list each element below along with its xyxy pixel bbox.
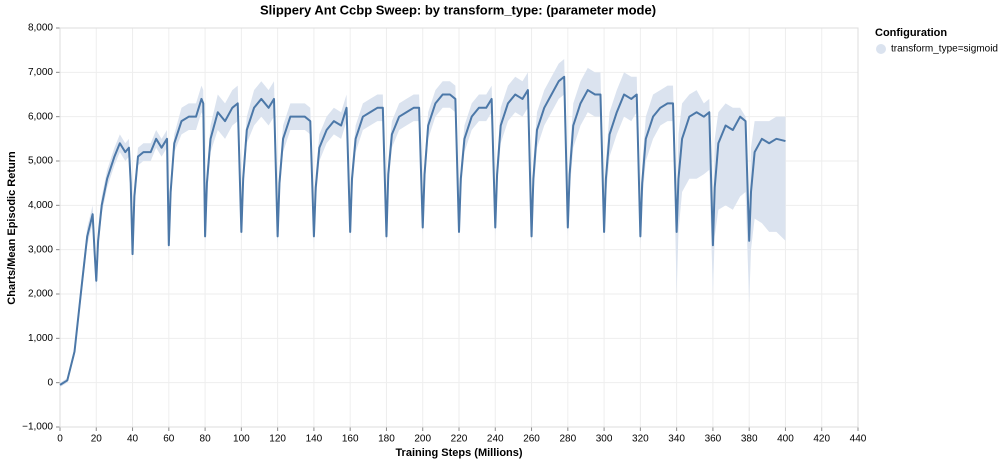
chart-title: Slippery Ant Ccbp Sweep: by transform_ty… [260,2,656,17]
x-tick-label: 400 [777,434,794,445]
y-tick-label: 4,000 [28,200,53,211]
y-tick-label: 3,000 [28,244,53,255]
x-axis-title: Training Steps (Millions) [395,447,522,459]
x-tick-label: 420 [813,434,830,445]
x-tick-label: 220 [451,434,468,445]
y-tick-label: 5,000 [28,156,53,167]
x-tick-label: 200 [414,434,431,445]
y-tick-label: −1,000 [22,422,53,433]
x-tick-label: 280 [559,434,576,445]
x-tick-label: 320 [632,434,649,445]
mean-line [59,75,786,386]
x-tick-label: 180 [378,434,395,445]
x-tick-label: 80 [200,434,212,445]
x-tick-label: 260 [523,434,540,445]
x-tick-label: 20 [91,434,103,445]
y-tick-label: 0 [47,377,53,388]
x-tick-label: 40 [127,434,139,445]
legend-title: Configuration [875,27,947,39]
x-tick-label: 160 [342,434,359,445]
y-axis-title: Charts/Mean Episodic Return [6,151,18,305]
y-tick-label: 6,000 [28,111,53,122]
x-tick-label: 440 [850,434,867,445]
x-tick-label: 120 [269,434,286,445]
x-tick-label: 300 [596,434,613,445]
y-tick-label: 7,000 [28,67,53,78]
legend-symbol [876,44,886,54]
x-tick-label: 240 [487,434,504,445]
x-tick-label: 140 [306,434,323,445]
y-tick-label: 1,000 [28,333,53,344]
legend-label: transform_type=sigmoid [891,44,998,55]
x-tick-label: 0 [57,434,63,445]
y-tick-label: 8,000 [28,23,53,34]
x-tick-label: 60 [163,434,175,445]
y-tick-label: 2,000 [28,289,53,300]
x-tick-label: 360 [705,434,722,445]
x-tick-label: 380 [741,434,758,445]
x-tick-label: 340 [668,434,685,445]
x-tick-label: 100 [233,434,250,445]
plot-frame [59,27,859,428]
